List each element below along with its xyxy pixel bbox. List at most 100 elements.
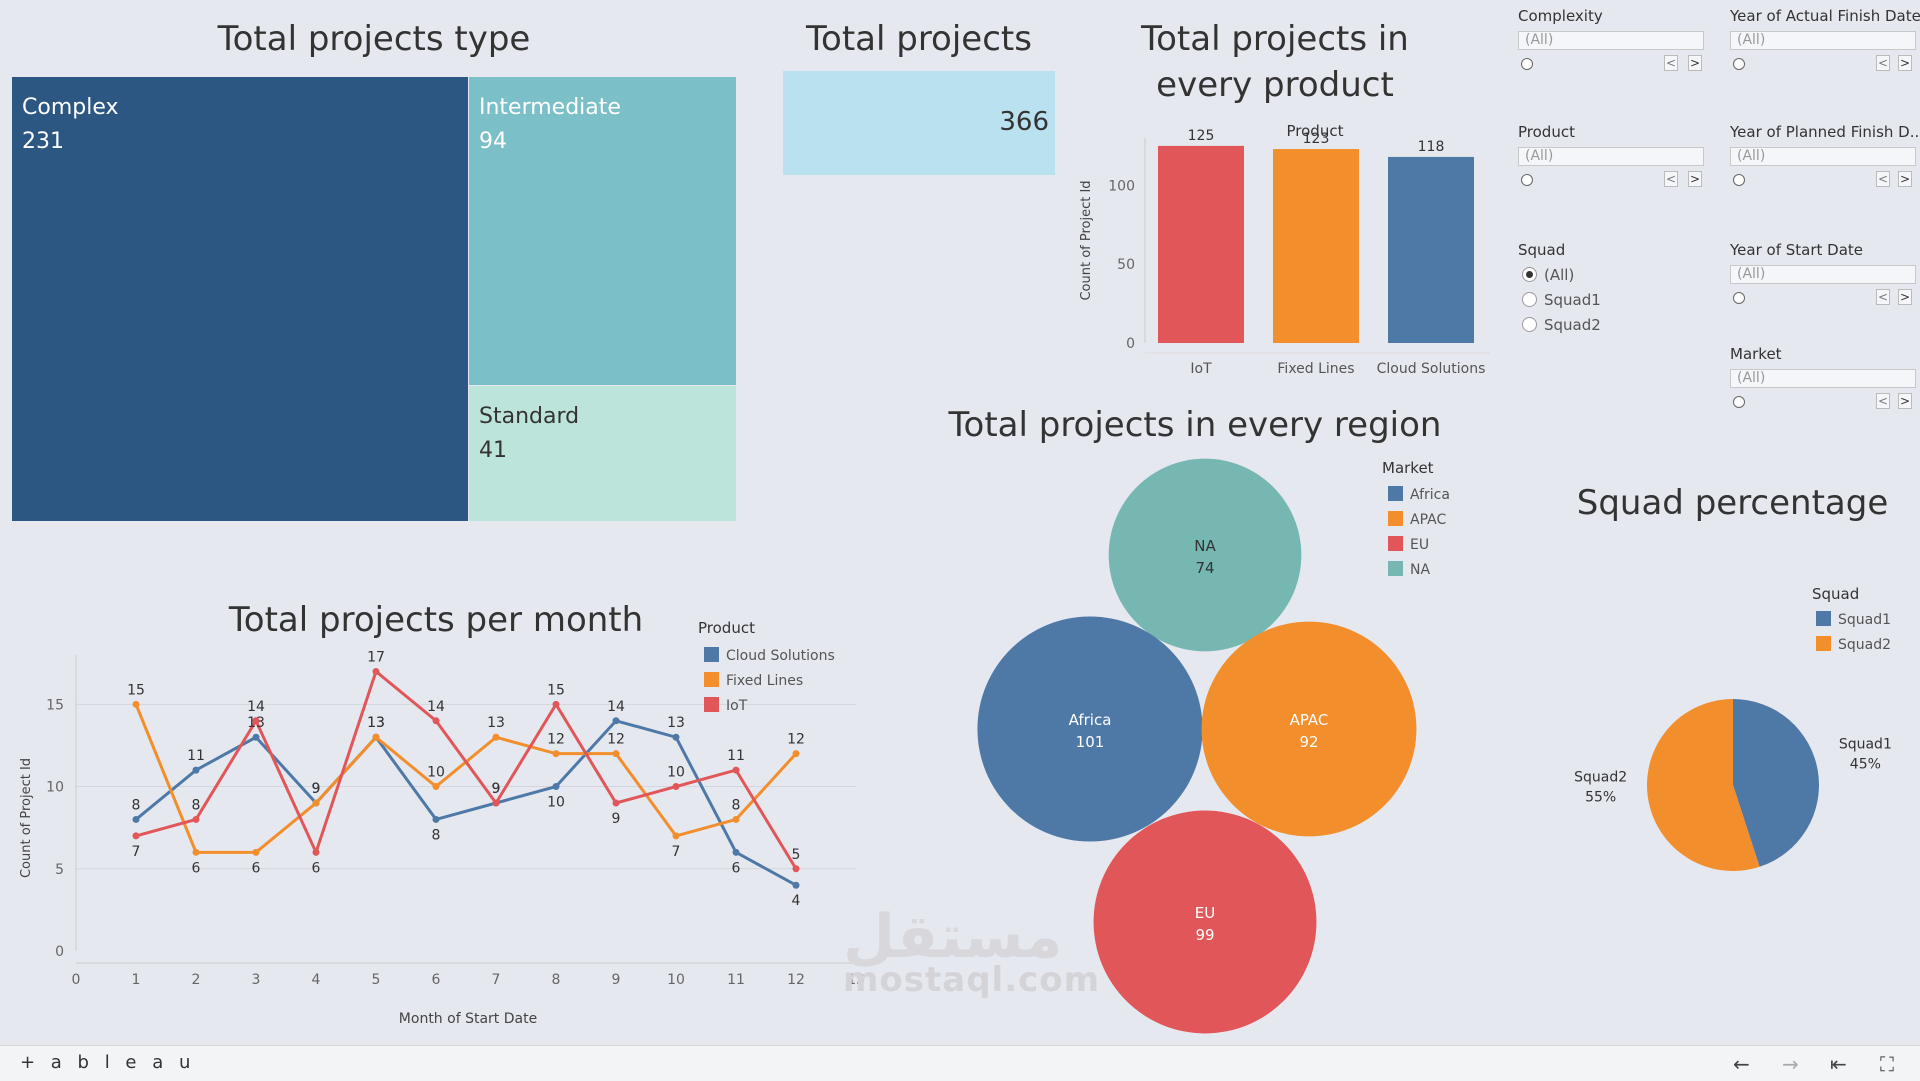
data-point xyxy=(192,815,200,823)
data-label: 13 xyxy=(667,715,685,731)
data-label: 11 xyxy=(187,748,205,764)
treemap-label: Complex xyxy=(22,95,119,120)
bubble-value: 99 xyxy=(1195,926,1214,944)
data-point xyxy=(372,667,380,675)
y-tick-label: 10 xyxy=(46,780,64,796)
pie-percent: 55% xyxy=(1585,790,1616,806)
squad-radio-squad1[interactable]: Squad1 xyxy=(1522,291,1601,309)
data-point xyxy=(432,717,440,725)
filter-start-date-next-button[interactable]: > xyxy=(1898,289,1912,305)
filter-planned-finish-slider-handle[interactable] xyxy=(1733,174,1745,186)
bubble xyxy=(1108,458,1302,652)
x-tick-label: 1 xyxy=(132,972,141,988)
data-label: 13 xyxy=(487,715,505,731)
filter-market-next-button[interactable]: > xyxy=(1898,393,1912,409)
treemap-cell-standard[interactable]: Standard 41 xyxy=(469,386,736,521)
data-label: 8 xyxy=(432,827,441,843)
y-tick-label: 5 xyxy=(55,862,64,878)
filter-market-slider-handle[interactable] xyxy=(1733,396,1745,408)
x-tick-label: 3 xyxy=(252,972,261,988)
data-point xyxy=(612,717,620,725)
treemap-cell-intermediate[interactable]: Intermediate 94 xyxy=(469,77,736,385)
filter-product-next-button[interactable]: > xyxy=(1688,171,1702,187)
x-tick-label: 13 xyxy=(847,972,865,988)
data-point xyxy=(792,881,800,889)
filter-complexity-slider-handle[interactable] xyxy=(1521,58,1533,70)
legend-swatch xyxy=(1816,636,1831,651)
kpi-value: 366 xyxy=(999,107,1049,137)
data-point xyxy=(132,700,140,708)
filter-actual-finish-input[interactable]: (All) xyxy=(1730,31,1916,50)
radio-selected-icon xyxy=(1522,267,1537,282)
data-label: 13 xyxy=(247,715,265,731)
data-label: 10 xyxy=(427,765,445,781)
forward-icon[interactable]: → xyxy=(1782,1052,1799,1076)
legend-title: Squad xyxy=(1812,585,1859,603)
line-chart-title: Total projects per month xyxy=(228,600,644,640)
legend-label: Squad1 xyxy=(1838,612,1891,628)
data-label: 7 xyxy=(132,844,141,860)
legend-label: APAC xyxy=(1410,512,1446,528)
data-point xyxy=(372,733,380,741)
filter-label-product: Product xyxy=(1518,123,1575,141)
kpi-card[interactable]: 366 xyxy=(783,71,1055,175)
filter-complexity-prev-button[interactable]: < xyxy=(1664,55,1678,71)
bar-value-label: 125 xyxy=(1188,128,1215,144)
filter-label-market: Market xyxy=(1730,345,1782,363)
y-tick-label: 15 xyxy=(46,697,64,713)
legend-title: Product xyxy=(698,619,755,637)
data-point xyxy=(132,815,140,823)
bar-chart-title: Total projects in every product xyxy=(1141,19,1409,105)
bar-header: Product xyxy=(1287,122,1344,140)
data-label: 11 xyxy=(727,748,745,764)
x-tick-label: 6 xyxy=(432,972,441,988)
fullscreen-icon[interactable]: ⛶ xyxy=(1880,1052,1894,1076)
data-label: 9 xyxy=(612,811,621,827)
kpi-title: Total projects xyxy=(806,19,1032,59)
filter-planned-finish-input[interactable]: (All) xyxy=(1730,147,1916,166)
filter-market-input[interactable]: (All) xyxy=(1730,369,1916,388)
y-tick-label: 0 xyxy=(55,944,64,960)
squad-radio-all[interactable]: (All) xyxy=(1522,266,1574,284)
data-point xyxy=(432,815,440,823)
back-icon[interactable]: ← xyxy=(1733,1052,1750,1076)
data-label: 6 xyxy=(732,860,741,876)
watermark: mostaql.com xyxy=(843,960,1101,1000)
bubble-value: 92 xyxy=(1299,733,1318,751)
data-point xyxy=(192,848,200,856)
data-point xyxy=(732,848,740,856)
product-bar-chart: Product 0 50 100 Count of Project Id 125 IoT 12… xyxy=(1079,122,1490,377)
filter-complexity-next-button[interactable]: > xyxy=(1688,55,1702,71)
squad-radio-squad2[interactable]: Squad2 xyxy=(1522,316,1601,334)
treemap-cell-complex[interactable]: Complex 231 xyxy=(12,77,468,521)
filter-market-prev-button[interactable]: < xyxy=(1876,393,1890,409)
filter-start-date-prev-button[interactable]: < xyxy=(1876,289,1890,305)
legend-label: Fixed Lines xyxy=(726,673,803,689)
data-label: 7 xyxy=(672,844,681,860)
filter-actual-finish-next-button[interactable]: > xyxy=(1898,55,1912,71)
filter-label-planned-finish: Year of Planned Finish D... xyxy=(1730,123,1920,141)
filter-planned-finish-prev-button[interactable]: < xyxy=(1876,171,1890,187)
filter-start-date-slider-handle[interactable] xyxy=(1733,292,1745,304)
tableau-logo[interactable]: + a b l e a u xyxy=(20,1052,196,1073)
filter-product-slider-handle[interactable] xyxy=(1521,174,1533,186)
filter-complexity-input[interactable]: (All) xyxy=(1518,31,1704,50)
legend-swatch xyxy=(1388,486,1403,501)
filter-label-actual-finish: Year of Actual Finish Date xyxy=(1730,7,1920,25)
filter-start-date-input[interactable]: (All) xyxy=(1730,265,1916,284)
filter-actual-finish-slider-handle[interactable] xyxy=(1733,58,1745,70)
filter-product-prev-button[interactable]: < xyxy=(1664,171,1678,187)
legend-swatch xyxy=(1388,511,1403,526)
filter-actual-finish-prev-button[interactable]: < xyxy=(1876,55,1890,71)
filter-product-input[interactable]: (All) xyxy=(1518,147,1704,166)
data-point xyxy=(252,848,260,856)
data-point xyxy=(552,700,560,708)
data-point xyxy=(672,832,680,840)
filter-planned-finish-next-button[interactable]: > xyxy=(1898,171,1912,187)
legend-swatch xyxy=(1816,611,1831,626)
data-point xyxy=(252,717,260,725)
x-tick-label: Cloud Solutions xyxy=(1377,361,1486,377)
series-line xyxy=(135,668,798,870)
first-page-icon[interactable]: ⇤ xyxy=(1830,1052,1847,1076)
